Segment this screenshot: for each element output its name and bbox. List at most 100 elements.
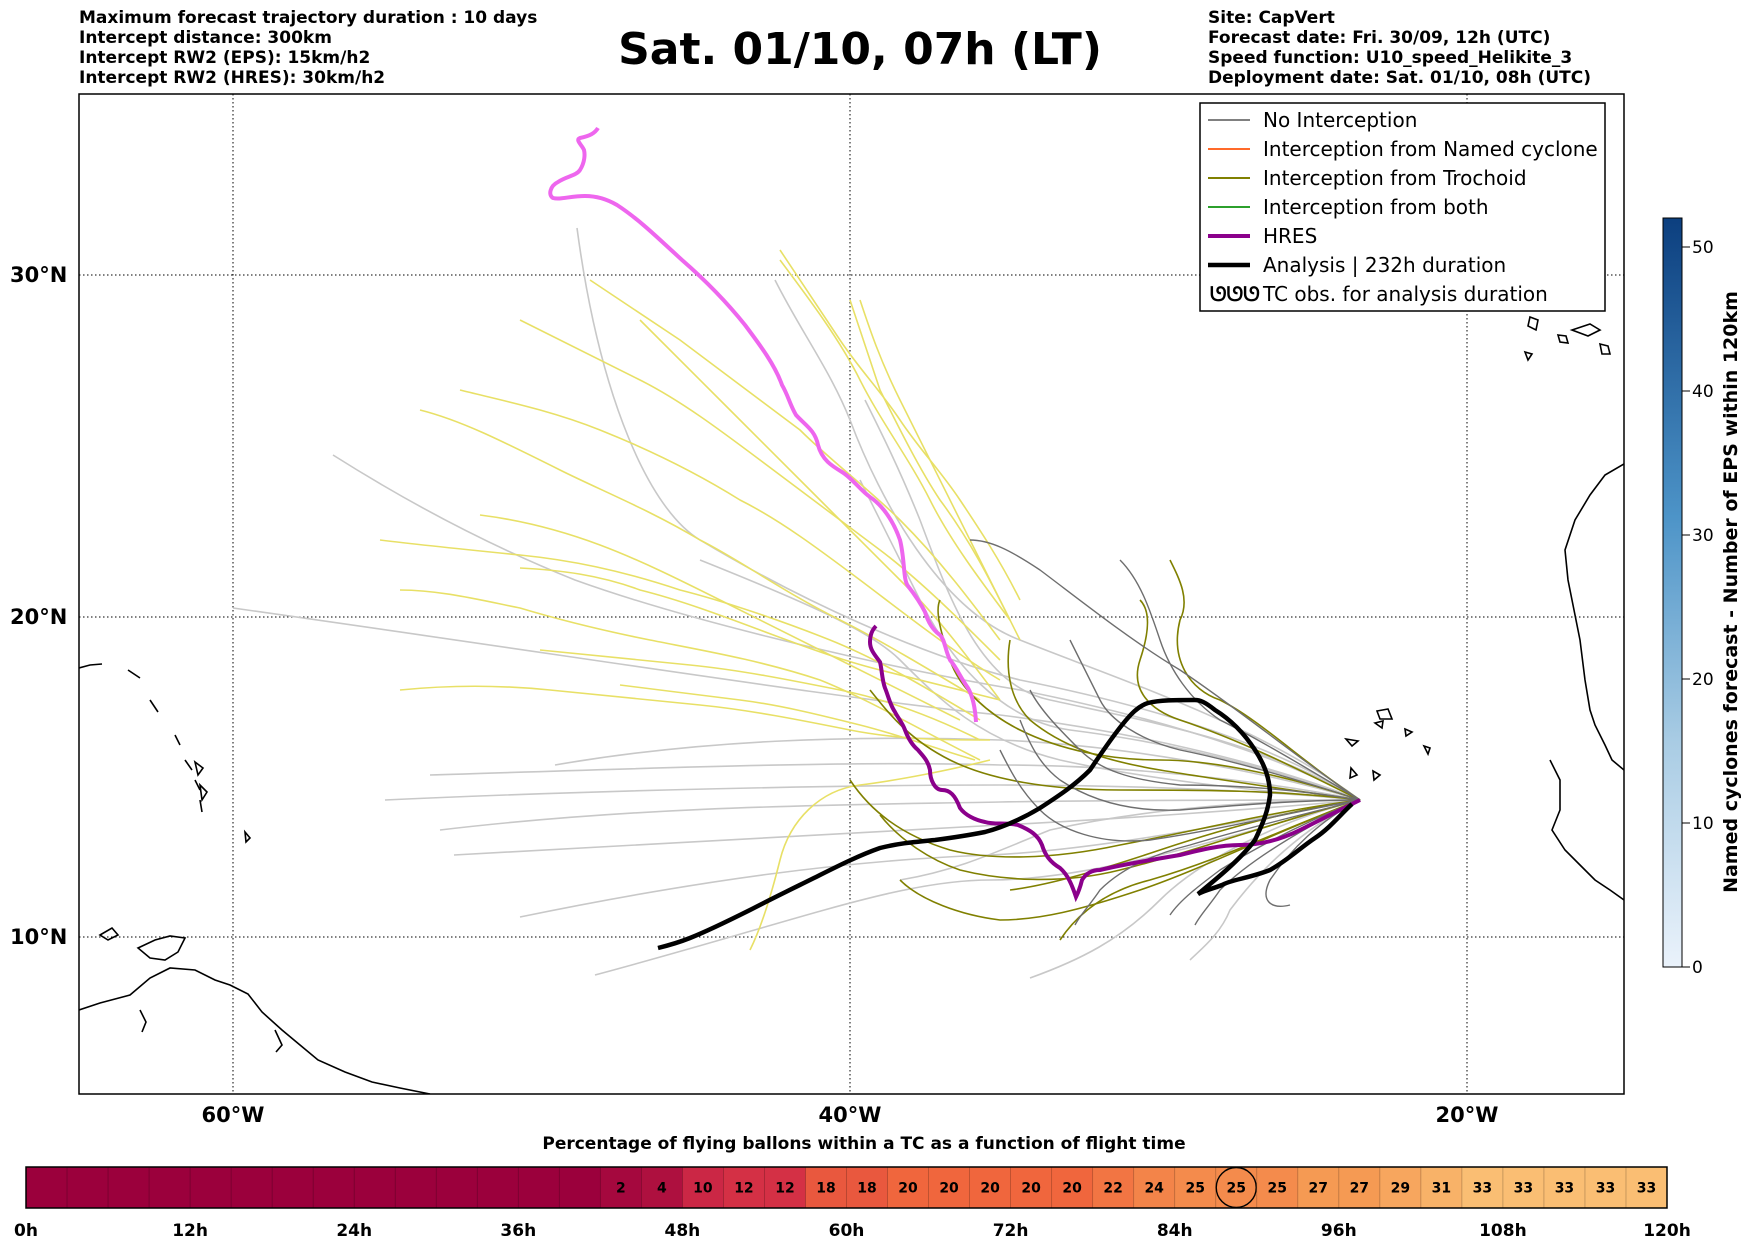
flight-bar-cell xyxy=(354,1167,396,1208)
flight-bar-cell xyxy=(641,1167,683,1208)
flight-bar-cell xyxy=(1502,1167,1545,1208)
flight-bar-cell xyxy=(805,1167,847,1208)
flight-bar-value: 10 xyxy=(693,1181,713,1197)
site-info: Site: CapVert Forecast date: Fri. 30/09,… xyxy=(1208,8,1591,88)
legend-label-both: Interception from both xyxy=(1263,195,1489,219)
flight-bar-value: 22 xyxy=(1103,1181,1122,1197)
flight-bar-value: 25 xyxy=(1268,1181,1287,1197)
hres-forecast-track xyxy=(548,126,978,723)
flight-bar-cell xyxy=(1584,1167,1627,1208)
legend-label-no-interception: No Interception xyxy=(1263,108,1417,132)
flight-bar-time-tick: 0h xyxy=(14,1221,38,1241)
forecast-date: Forecast date: Fri. 30/09, 12h (UTC) xyxy=(1208,28,1551,48)
colorbar-tick-20: 20 xyxy=(1692,670,1714,690)
legend-label-named-cyclone: Interception from Named cyclone xyxy=(1263,137,1598,161)
flight-bar-cell xyxy=(1174,1167,1217,1208)
flight-bar-value: 20 xyxy=(980,1181,1000,1197)
lon-label-40w: 40°W xyxy=(819,1103,882,1127)
flight-bar-cell xyxy=(1256,1167,1299,1208)
flight-bar-time-tick: 48h xyxy=(665,1221,701,1241)
colorbar: 0 10 20 30 40 50 Named cyclones forecast… xyxy=(1662,217,1742,978)
site-name: Site: CapVert xyxy=(1208,8,1335,28)
coastlines xyxy=(79,315,1624,1094)
flight-bar-frame xyxy=(25,1166,1668,1209)
flight-bar-value: 33 xyxy=(1596,1181,1615,1197)
flight-bar-value: 20 xyxy=(898,1181,918,1197)
flight-bar-value: 27 xyxy=(1350,1181,1369,1197)
flight-bar-cell xyxy=(969,1167,1012,1208)
lon-label-20w: 20°W xyxy=(1436,1103,1499,1127)
flight-bar-cell xyxy=(1338,1167,1381,1208)
legend-label-analysis: Analysis | 232h duration xyxy=(1263,253,1506,277)
colorbar-gradient xyxy=(1662,217,1683,968)
flight-bar-cell xyxy=(149,1167,191,1208)
colorbar-tick-10: 10 xyxy=(1692,814,1714,834)
flight-bar-cell xyxy=(1625,1167,1668,1208)
flight-bar-cell xyxy=(723,1167,765,1208)
flight-time-bar: Percentage of flying ballons within a TC… xyxy=(14,1134,1691,1241)
flight-bar-value: 27 xyxy=(1309,1181,1328,1197)
flight-bar-value: 25 xyxy=(1226,1181,1245,1197)
param-intercept-distance: Intercept distance: 300km xyxy=(79,28,332,48)
eps-trajectories-yellow xyxy=(379,249,1021,951)
flight-bar-value: 4 xyxy=(657,1181,667,1197)
flight-bar-value: 33 xyxy=(1637,1181,1656,1197)
flight-bar-cell xyxy=(1379,1167,1422,1208)
flight-bar-value: 12 xyxy=(775,1181,794,1197)
flight-bar-time-tick: 120h xyxy=(1643,1221,1691,1241)
flight-bar-cell xyxy=(928,1167,971,1208)
legend-label-tc-obs: TC obs. for analysis duration xyxy=(1262,282,1548,306)
flight-bar-value: 20 xyxy=(939,1181,959,1197)
flight-bar-cell xyxy=(1461,1167,1504,1208)
flight-bar-cell xyxy=(26,1167,68,1208)
param-rw2-hres: Intercept RW2 (HRES): 30km/h2 xyxy=(79,68,386,88)
flight-bar-cell xyxy=(231,1167,273,1208)
flight-bar-cell xyxy=(272,1167,314,1208)
flight-bar-cell xyxy=(887,1167,930,1208)
flight-bar-time-tick: 84h xyxy=(1157,1221,1193,1241)
lon-label-60w: 60°W xyxy=(202,1103,265,1127)
forecast-parameters: Maximum forecast trajectory duration : 1… xyxy=(79,8,537,88)
flight-bar-cell xyxy=(313,1167,355,1208)
lat-label-10n: 10°N xyxy=(10,925,67,949)
flight-bar-time-tick: 24h xyxy=(336,1221,372,1241)
flight-bar-title: Percentage of flying ballons within a TC… xyxy=(542,1134,1185,1154)
flight-bar-value: 18 xyxy=(857,1181,876,1197)
flight-bar-time-tick: 36h xyxy=(500,1221,536,1241)
legend-box xyxy=(1199,102,1606,312)
colorbar-label: Named cyclones forecast - Number of EPS … xyxy=(1720,291,1742,893)
flight-bar-cell xyxy=(1133,1167,1176,1208)
flight-bar-ticks: 0h 12h 24h 36h 48h 60h 72h 84h 96h 108h 120h xyxy=(14,1221,1691,1241)
flight-bar-value: 24 xyxy=(1144,1181,1164,1197)
flight-bar-value: 29 xyxy=(1391,1181,1410,1197)
legend-label-trochoid: Interception from Trochoid xyxy=(1263,166,1527,190)
flight-bar-cell xyxy=(1543,1167,1586,1208)
flight-bar-value: 33 xyxy=(1555,1181,1574,1197)
flight-bar-cells: 2 4 10 12 12 18 18 20 20 20 20 20 22 24 25 25 25 27 27 29 31… xyxy=(25,1166,1668,1209)
flight-bar-cell xyxy=(190,1167,232,1208)
colorbar-tick-50: 50 xyxy=(1692,238,1714,258)
param-rw2-eps: Intercept RW2 (EPS): 15km/h2 xyxy=(79,48,371,68)
flight-bar-time-tick: 108h xyxy=(1479,1221,1527,1241)
page-title: Sat. 01/10, 07h (LT) xyxy=(618,24,1102,75)
flight-bar-cell xyxy=(1420,1167,1463,1208)
colorbar-tick-30: 30 xyxy=(1692,526,1714,546)
colorbar-tick-0: 0 xyxy=(1692,958,1703,978)
flight-bar-cell xyxy=(1297,1167,1340,1208)
flight-bar-value: 18 xyxy=(816,1181,835,1197)
lat-label-20n: 20°N xyxy=(10,605,67,629)
flight-bar-cell xyxy=(108,1167,150,1208)
trochoid-trajectories xyxy=(849,559,1361,941)
flight-bar-value: 12 xyxy=(734,1181,753,1197)
hres-intercept-track xyxy=(867,624,1361,903)
flight-bar-cell xyxy=(600,1167,642,1208)
flight-bar-value: 25 xyxy=(1185,1181,1204,1197)
flight-bar-cell xyxy=(395,1167,437,1208)
analysis-track xyxy=(657,697,1354,951)
flight-bar-value: 20 xyxy=(1021,1181,1041,1197)
legend-label-hres: HRES xyxy=(1263,224,1317,248)
flight-bar-cell xyxy=(477,1167,519,1208)
eps-trajectories-cluster xyxy=(969,539,1361,926)
flight-bar-cell xyxy=(1051,1167,1094,1208)
